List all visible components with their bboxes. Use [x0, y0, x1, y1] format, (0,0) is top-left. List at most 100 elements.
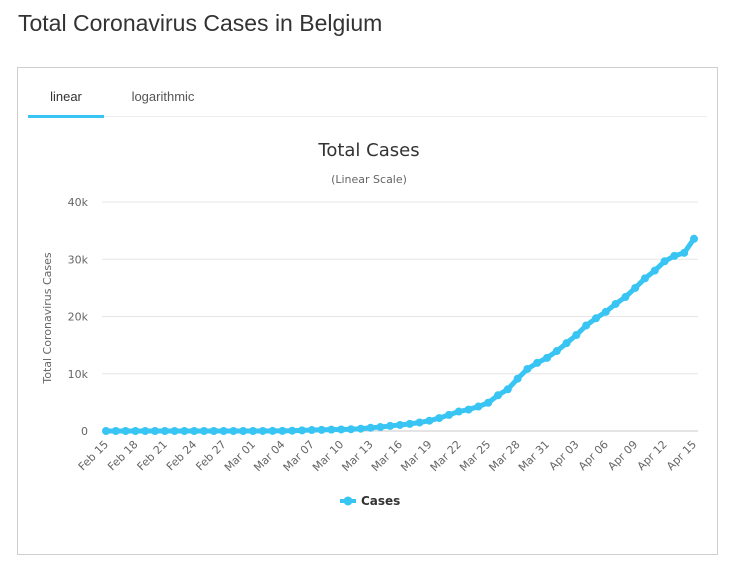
- x-tick-label: Mar 25: [457, 438, 493, 474]
- data-point[interactable]: [258, 426, 267, 435]
- data-point[interactable]: [513, 374, 522, 383]
- data-point[interactable]: [131, 426, 140, 435]
- x-tick-label: Apr 09: [605, 438, 640, 473]
- data-point[interactable]: [356, 424, 365, 433]
- active-tab-indicator: [28, 115, 104, 118]
- data-point[interactable]: [562, 339, 571, 348]
- x-tick-label: Mar 28: [486, 438, 522, 474]
- data-point[interactable]: [327, 425, 336, 434]
- data-point[interactable]: [366, 423, 375, 432]
- data-point[interactable]: [298, 426, 306, 435]
- data-point[interactable]: [464, 405, 473, 414]
- data-point[interactable]: [484, 398, 493, 407]
- x-tick-label: Feb 24: [164, 438, 199, 473]
- x-tick-label: Apr 12: [635, 438, 670, 473]
- y-axis-label: Total Coronavirus Cases: [41, 252, 54, 385]
- data-point[interactable]: [592, 314, 600, 323]
- page-title: Total Coronavirus Cases in Belgium: [18, 10, 383, 36]
- tab-linear[interactable]: linear: [28, 68, 104, 118]
- tab-logarithmic-label: logarithmic: [131, 89, 195, 104]
- chart-subtitle: (Linear Scale): [331, 173, 407, 186]
- data-point[interactable]: [650, 266, 659, 275]
- data-point[interactable]: [121, 426, 130, 435]
- series-points-cases: [102, 234, 698, 435]
- data-point[interactable]: [690, 234, 698, 243]
- legend[interactable]: Cases: [340, 494, 400, 508]
- data-point[interactable]: [160, 426, 169, 435]
- x-tick-label: Mar 07: [281, 438, 317, 474]
- scale-tabs: linear logarithmic: [28, 68, 707, 118]
- data-point[interactable]: [415, 418, 424, 427]
- data-point[interactable]: [180, 426, 189, 435]
- data-point[interactable]: [278, 426, 287, 435]
- data-point[interactable]: [396, 420, 404, 429]
- data-point[interactable]: [621, 293, 630, 302]
- y-tick-label: 40k: [68, 196, 89, 209]
- data-point[interactable]: [582, 321, 591, 330]
- line-chart: Total Cases (Linear Scale) 0 10k 20k 30k 40k…: [41, 140, 699, 508]
- data-point[interactable]: [376, 423, 385, 432]
- data-point[interactable]: [209, 426, 218, 435]
- y-axis-ticks: 0 10k 20k 30k 40k: [68, 196, 89, 438]
- data-point[interactable]: [337, 425, 346, 434]
- data-point[interactable]: [601, 307, 610, 316]
- data-point[interactable]: [425, 416, 434, 425]
- data-point[interactable]: [386, 421, 395, 430]
- x-tick-label: Apr 06: [576, 438, 611, 473]
- series-line-cases: [103, 236, 697, 434]
- y-tick-label: 0: [81, 425, 88, 438]
- data-point[interactable]: [523, 364, 532, 373]
- data-point[interactable]: [552, 347, 561, 356]
- x-tick-label: Mar 22: [428, 438, 464, 474]
- data-point[interactable]: [190, 426, 199, 435]
- x-tick-label: Mar 31: [516, 438, 552, 474]
- data-point[interactable]: [200, 426, 208, 435]
- data-point[interactable]: [660, 257, 669, 266]
- data-point[interactable]: [641, 274, 649, 283]
- data-point[interactable]: [405, 419, 414, 428]
- legend-symbol-dot: [343, 496, 353, 506]
- data-point[interactable]: [435, 414, 444, 423]
- data-point[interactable]: [454, 407, 463, 416]
- data-point[interactable]: [503, 385, 512, 394]
- data-point[interactable]: [102, 426, 110, 435]
- data-point[interactable]: [307, 426, 316, 435]
- x-tick-label: Feb 21: [135, 438, 170, 473]
- data-point[interactable]: [219, 426, 228, 435]
- data-point[interactable]: [631, 283, 640, 292]
- x-tick-label: Apr 03: [546, 438, 581, 473]
- data-point[interactable]: [141, 426, 150, 435]
- data-point[interactable]: [170, 426, 179, 435]
- data-point[interactable]: [680, 248, 689, 257]
- x-tick-label: Feb 18: [105, 438, 140, 473]
- data-point[interactable]: [288, 426, 297, 435]
- x-tick-label: Feb 15: [76, 438, 111, 473]
- data-point[interactable]: [533, 358, 542, 367]
- data-point[interactable]: [611, 299, 620, 308]
- data-point[interactable]: [494, 391, 502, 400]
- tab-linear-label: linear: [50, 89, 82, 104]
- x-tick-label: Mar 19: [398, 438, 434, 474]
- grid-lines: [102, 201, 698, 432]
- data-point[interactable]: [474, 402, 483, 411]
- x-tick-label: Mar 04: [251, 438, 287, 474]
- x-tick-label: Mar 13: [339, 438, 375, 474]
- data-point[interactable]: [347, 425, 355, 434]
- data-point[interactable]: [572, 330, 581, 339]
- x-tick-label: Mar 01: [222, 438, 258, 474]
- chart-panel: linear logarithmic Total Cases (Linear S…: [17, 67, 718, 555]
- data-point[interactable]: [111, 426, 120, 435]
- data-point[interactable]: [445, 410, 453, 419]
- data-point[interactable]: [229, 426, 238, 435]
- y-tick-label: 30k: [68, 253, 89, 266]
- data-point[interactable]: [151, 426, 159, 435]
- data-point[interactable]: [317, 425, 326, 434]
- data-point[interactable]: [249, 426, 257, 435]
- data-point[interactable]: [268, 426, 277, 435]
- x-tick-label: Apr 15: [664, 438, 699, 473]
- data-point[interactable]: [543, 353, 551, 362]
- data-point[interactable]: [239, 426, 248, 435]
- tab-logarithmic[interactable]: logarithmic: [124, 68, 202, 116]
- data-point[interactable]: [670, 251, 679, 260]
